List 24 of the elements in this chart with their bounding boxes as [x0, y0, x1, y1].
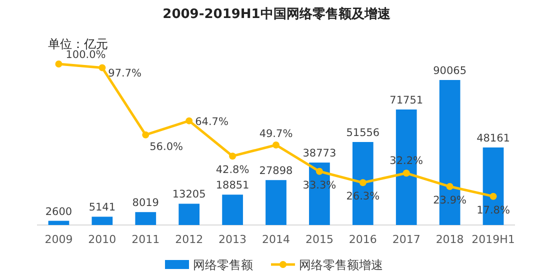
x-tick-label: 2009: [44, 233, 73, 246]
chart-title: 2009-2019H1中国网络零售额及增速: [162, 6, 392, 22]
x-tick-label: 2016: [348, 233, 377, 246]
x-tick-label: 2018: [436, 233, 464, 246]
legend-label: 网络零售额增速: [299, 258, 383, 272]
data-label: 5141: [88, 202, 116, 214]
bar: [135, 212, 156, 225]
bar: [92, 216, 113, 225]
x-tick-label: 2013: [218, 233, 247, 246]
x-tick-label: 2015: [305, 233, 334, 246]
data-label: 8019: [132, 197, 160, 210]
bar: [48, 220, 70, 225]
bar: [178, 204, 200, 225]
x-tick-label: 2014: [262, 233, 290, 246]
data-label: 2600: [45, 206, 72, 218]
data-label: 100.0%: [66, 49, 106, 61]
x-tick-label: 2011: [132, 233, 160, 246]
x-tick-label: 2017: [392, 233, 420, 246]
bar: [222, 194, 243, 225]
legend-label: 网络零售额: [193, 258, 253, 272]
x-tick-label: 2019H1: [472, 233, 515, 246]
x-tick-label: 2010: [88, 233, 116, 246]
x-tick-label: 2012: [175, 233, 204, 246]
text: 单位：亿元: [48, 37, 108, 51]
